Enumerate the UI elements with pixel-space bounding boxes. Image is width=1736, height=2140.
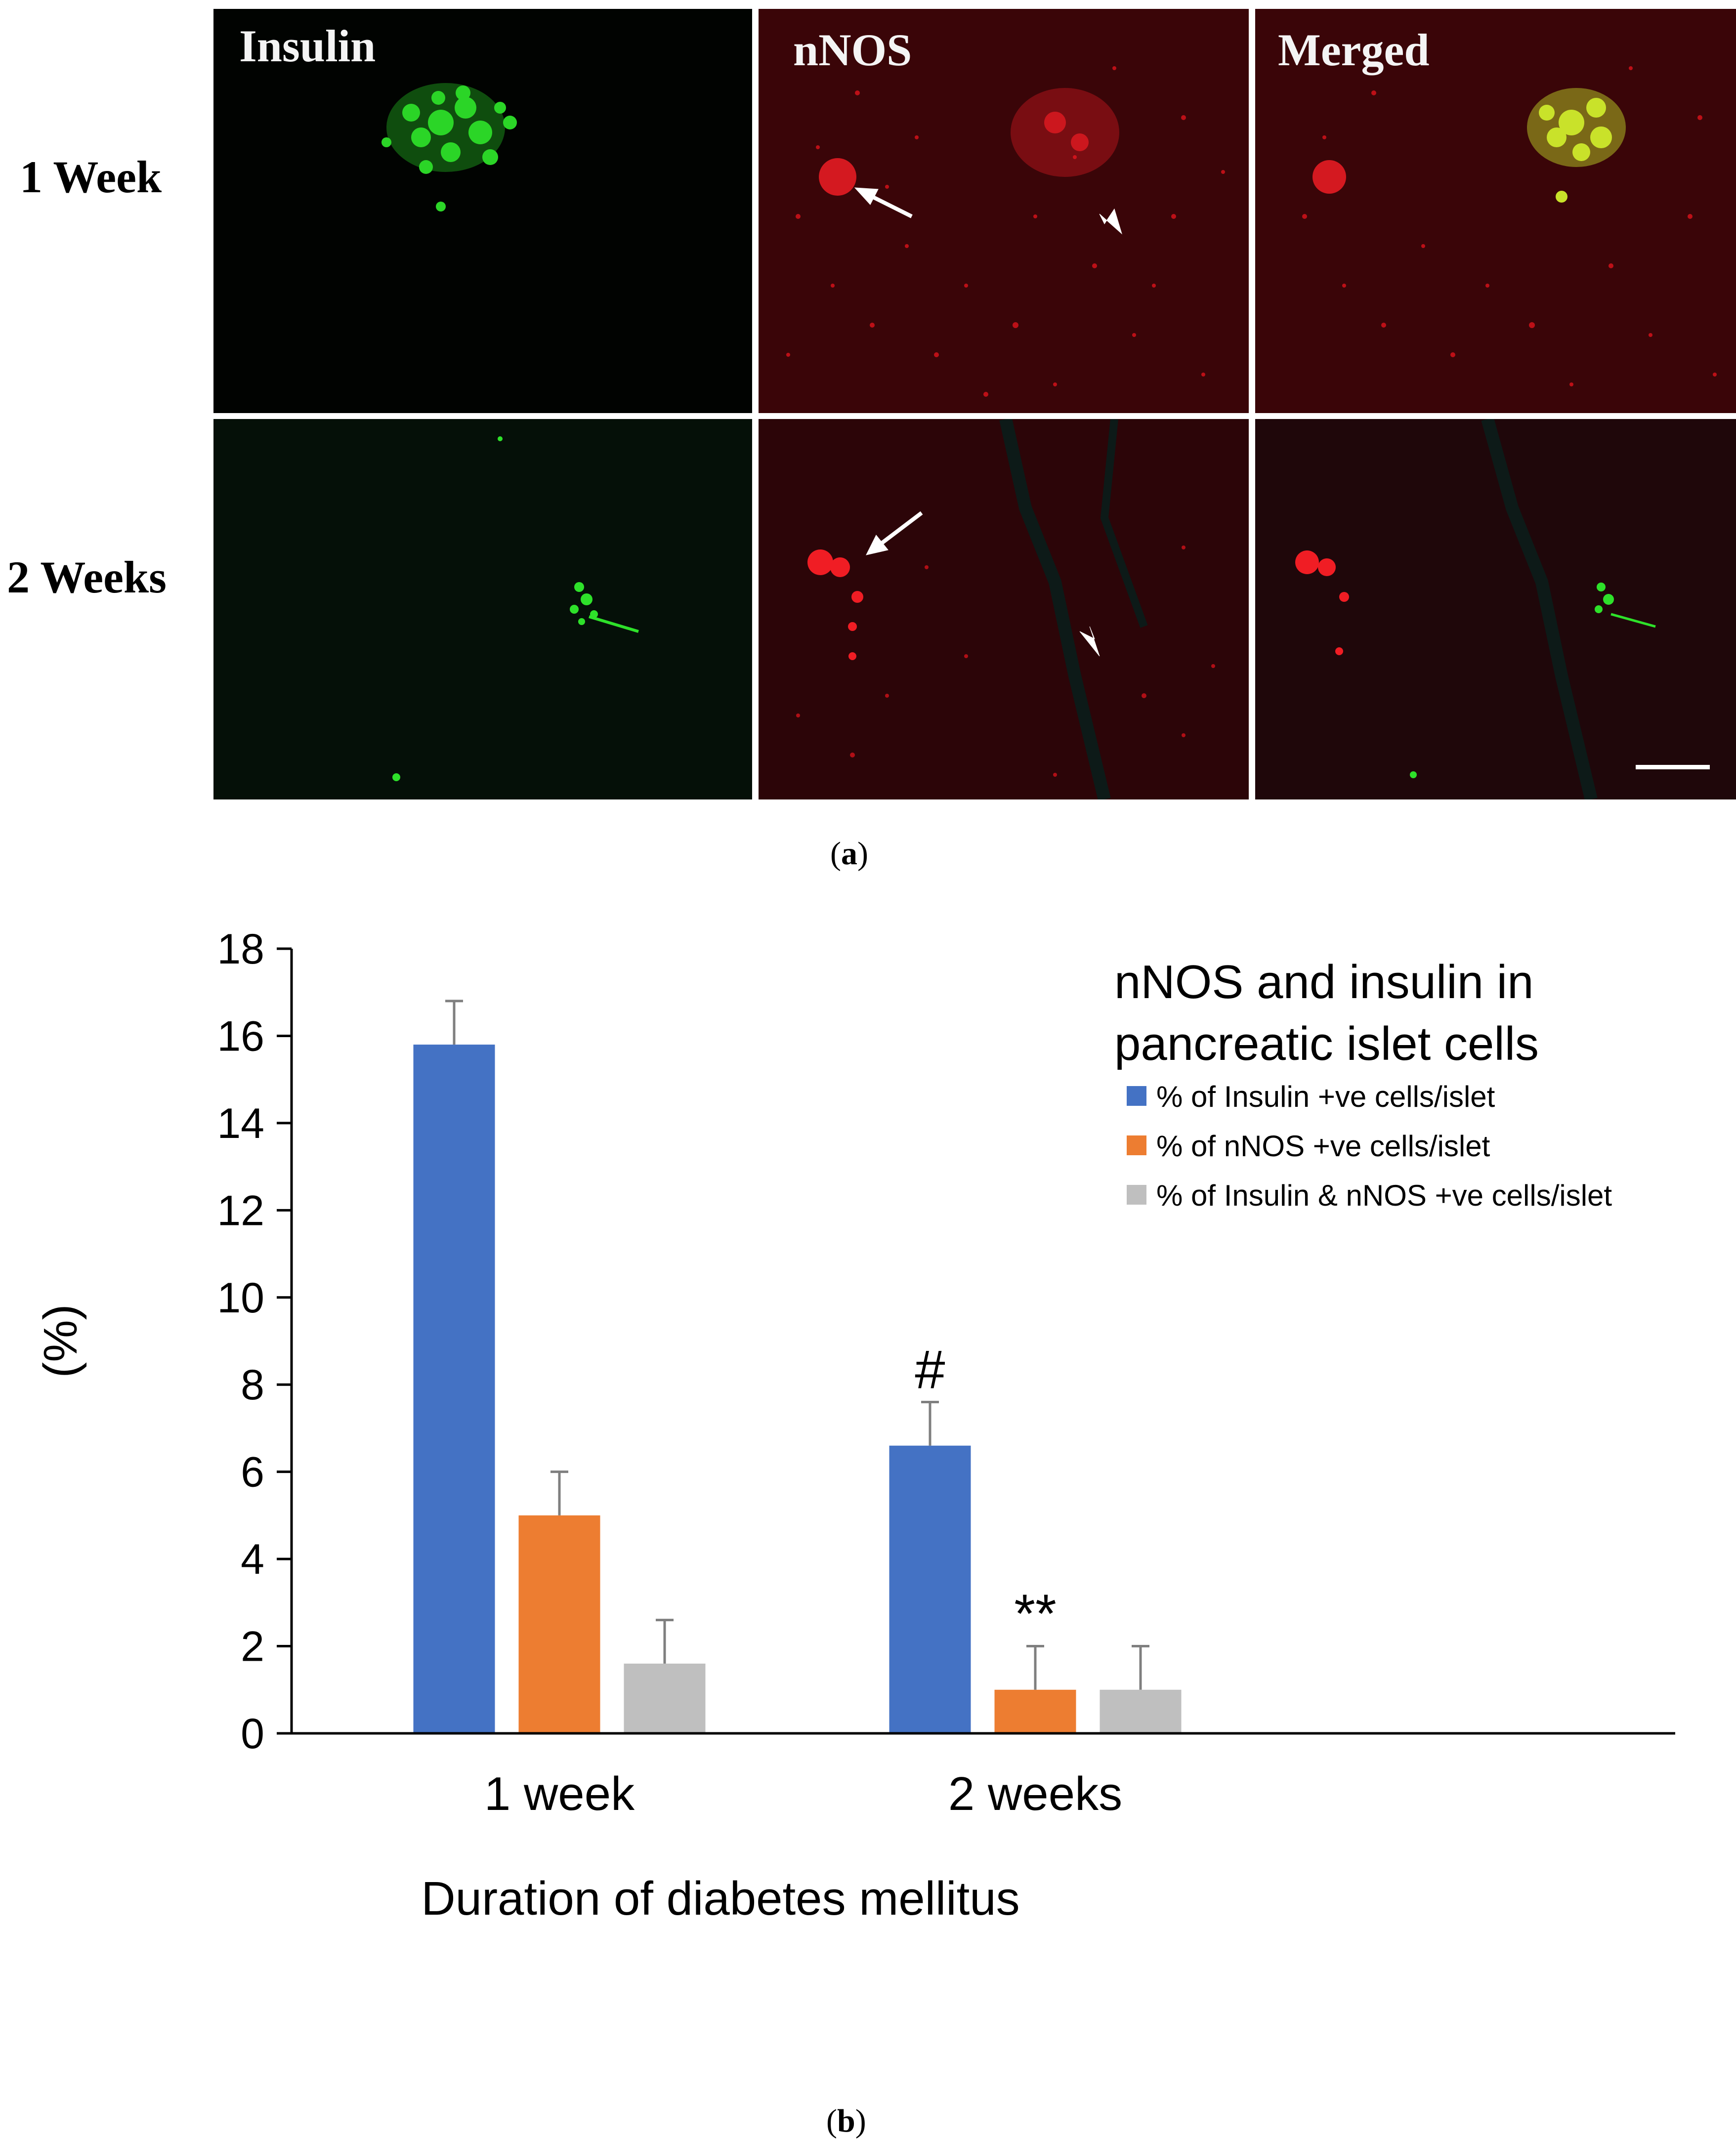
y-tick-label: 4 — [241, 1536, 264, 1583]
y-tick-label: 8 — [241, 1361, 264, 1409]
significance-marker: ** — [1014, 1584, 1057, 1644]
caption-b: (b) — [826, 2103, 866, 2139]
bar-chart: 0 2 4 6 8 10 12 14 16 18 # ** 1 week 2 weeks (%) Du… — [34, 925, 1675, 1925]
micrograph-insulin-1-week: Insulin — [213, 9, 752, 413]
column-title-insulin: Insulin — [239, 21, 376, 71]
y-tick-label: 12 — [217, 1187, 264, 1234]
y-tick-label: 16 — [217, 1012, 264, 1060]
bar — [518, 1515, 600, 1733]
bar — [1100, 1689, 1182, 1733]
significance-marker: # — [915, 1340, 945, 1400]
scale-bar — [1636, 765, 1710, 769]
micrograph-insulin-2-weeks — [213, 419, 752, 799]
column-title-merged: Merged — [1278, 25, 1430, 75]
legend-swatch — [1127, 1135, 1146, 1155]
legend-label: % of Insulin +ve cells/islet — [1156, 1080, 1495, 1113]
x-tick-label: 2 weeks — [948, 1767, 1122, 1820]
legend-label: % of Insulin & nNOS +ve cells/islet — [1156, 1179, 1612, 1212]
y-tick-label: 6 — [241, 1449, 264, 1496]
legend-swatch — [1127, 1185, 1146, 1205]
bar — [624, 1663, 706, 1733]
x-axis-label: Duration of diabetes mellitus — [421, 1872, 1019, 1925]
bar — [889, 1445, 971, 1733]
chart-title-line: pancreatic islet cells — [1114, 1017, 1539, 1070]
legend-label: % of nNOS +ve cells/islet — [1156, 1130, 1490, 1163]
bar — [413, 1045, 495, 1733]
chart-title: nNOS and insulin in pancreatic islet cell… — [1114, 956, 1539, 1070]
column-title-nnos: nNOS — [793, 25, 912, 75]
y-tick-label: 18 — [217, 925, 264, 973]
y-tick-label: 14 — [217, 1100, 264, 1147]
bar-chart-panel: 0 2 4 6 8 10 12 14 16 18 # ** 1 week 2 weeks (%) Du… — [0, 840, 1736, 2139]
micrograph-merged-2-weeks — [1255, 419, 1736, 799]
y-tick-label: 0 — [241, 1710, 264, 1758]
micrograph-merged-1-week: Merged — [1255, 9, 1736, 413]
micrograph-nnos-2-weeks — [759, 419, 1249, 799]
y-tick-label: 2 — [241, 1623, 264, 1671]
bar — [994, 1689, 1076, 1733]
legend: % of Insulin +ve cells/islet % of nNOS +v… — [1127, 1080, 1612, 1212]
x-tick-label: 1 week — [484, 1767, 635, 1820]
micrograph-panel: 1 Week 2 Weeks Insulin — [0, 0, 1736, 872]
micrograph-nnos-1-week: nNOS — [759, 9, 1249, 413]
chart-title-line: nNOS and insulin in — [1114, 956, 1533, 1008]
y-tick-label: 10 — [217, 1274, 264, 1322]
row-label-2-weeks: 2 Weeks — [7, 552, 167, 602]
caption-a: (a) — [830, 836, 868, 872]
y-axis-label: (%) — [34, 1304, 87, 1378]
row-label-1-week: 1 Week — [20, 152, 162, 202]
legend-swatch — [1127, 1086, 1146, 1106]
